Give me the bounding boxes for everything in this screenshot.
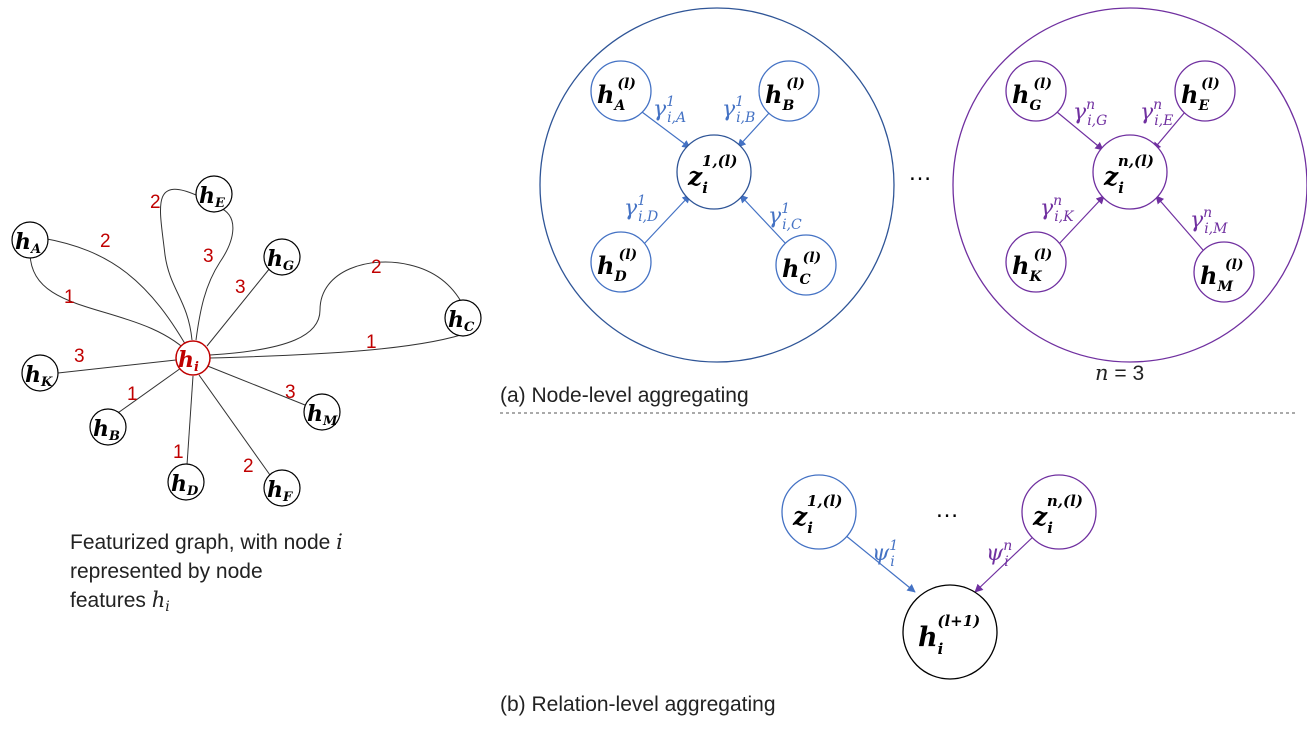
svg-text:hK(l): hK(l) [1012,247,1052,285]
graph-caption-line1: Featurized graph, with node i [70,530,343,554]
weight-G: 3 [235,277,246,298]
graph-node-K: hK [21,354,59,392]
n-value-label: n = 3 [1095,361,1144,385]
weight-M: 3 [285,382,296,403]
svg-text:zi1,(l): zi1,(l) [792,492,842,537]
edge-F [198,374,271,476]
rel1-node-D: hD(l) [590,231,652,293]
edge-B [114,367,182,416]
svg-text:hG: hG [267,246,294,274]
weight-A-lower: 1 [64,287,75,308]
weight-A-upper: 2 [100,231,111,252]
rel1-weight-D: γ1 i,D [624,193,658,225]
rel1-weight-B: γ1 i,B [722,94,755,126]
graph-node-F: hF [263,469,301,507]
graph-node-D: hD [167,463,205,501]
edge-K [57,359,177,374]
weight-F: 2 [243,456,254,477]
relation-1-group: hA(l) hB(l) hD(l) hC(l) zi1,(l) γ1 i,A γ1… [539,7,895,363]
graph-nodes: hA hE hG hC hK hB hM hD [11,175,482,507]
rel1-weight-C: γ1 i,C [768,201,802,233]
graph-node-G: hG [263,238,301,276]
relation-1-boundary [539,7,895,363]
svg-text:hi(l+1): hi(l+1) [918,612,980,658]
weight-E-left: 2 [150,192,161,213]
rel1-node-C: hC(l) [775,234,837,296]
rel1-node-B: hB(l) [758,60,820,122]
rel1-weight-A: γ1 i,A [653,94,686,126]
svg-text:hA: hA [15,229,41,257]
svg-text:hM: hM [307,401,338,429]
graph-caption-line2: represented by node [70,560,263,583]
panel-a-ellipsis: … [908,159,932,186]
svg-text:hi: hi [178,347,199,375]
panel-b-output-h: hi(l+1) [902,584,998,680]
weight-K: 3 [74,346,85,367]
edge-E-right [195,206,234,341]
graph-node-B: hB [89,408,127,446]
panel-b-ellipsis: … [935,496,959,523]
relation-n-group: hG(l) hE(l) hK(l) hM(l) zin,(l) γn i,G γn… [952,7,1307,363]
reln-node-G: hG(l) [1005,60,1067,122]
weight-C-upper: 2 [371,257,382,278]
featurized-graph [29,188,471,476]
edge-G [206,267,271,347]
reln-node-E: hE(l) [1174,60,1236,122]
svg-text:hC(l): hC(l) [782,250,821,288]
reln-node-K: hK(l) [1005,231,1067,293]
relation-n-boundary [952,7,1307,363]
svg-text:hF: hF [267,477,293,505]
edge-C-upper [209,261,464,356]
reln-weight-E: γn i,E [1140,97,1173,129]
panel-b-z1: zi1,(l) [781,474,857,550]
svg-text:hM(l): hM(l) [1200,257,1244,295]
svg-text:zin,(l): zin,(l) [1103,152,1154,197]
edge-C-lower [209,331,471,359]
weight-E-right: 3 [203,246,214,267]
graph-caption-line3: features hi [70,588,170,615]
graph-node-center: hi [175,340,211,376]
panel-b-caption: (b) Relation-level aggregating [500,693,776,716]
svg-text:hE: hE [199,183,226,211]
svg-text:hB(l): hB(l) [765,76,805,114]
edge-D [186,375,194,466]
weight-C-lower: 1 [366,332,377,353]
reln-center-z: zin,(l) [1092,134,1168,210]
svg-text:hE(l): hE(l) [1181,76,1220,114]
graph-node-E: hE [195,175,233,213]
edge-A-upper [41,237,193,357]
weight-D: 1 [173,442,184,463]
panel-a-caption: (a) Node-level aggregating [500,384,749,407]
edge-A-lower [29,251,193,357]
reln-weight-K: γn i,K [1040,193,1075,225]
svg-text:zi1,(l): zi1,(l) [687,152,737,197]
edge-M [204,364,306,406]
reln-weight-G: γn i,G [1073,97,1107,129]
svg-text:hG(l): hG(l) [1012,76,1052,114]
psi-1-label: ψ1 i [872,538,898,570]
graph-node-M: hM [303,393,341,431]
svg-text:hC: hC [448,307,475,335]
svg-text:hA(l): hA(l) [597,76,636,114]
weight-B: 1 [127,384,138,405]
rel1-node-A: hA(l) [590,60,652,122]
reln-node-M: hM(l) [1193,241,1255,303]
graph-node-C: hC [444,299,482,337]
reln-weight-M: γn i,M [1190,205,1228,237]
psi-n-label: ψn i [986,538,1012,570]
panel-b-zn: zin,(l) [1021,474,1097,550]
svg-text:hD: hD [171,471,199,499]
edge-E-left [160,188,197,341]
svg-text:hD(l): hD(l) [597,247,637,285]
svg-text:zin,(l): zin,(l) [1032,492,1083,537]
svg-text:hK: hK [25,362,53,390]
svg-text:hB: hB [93,416,120,444]
rel1-center-z: zi1,(l) [676,134,752,210]
graph-node-A: hA [11,221,49,259]
relation-level-group: zi1,(l) zin,(l) hi(l+1) ψ1 i ψn i … [781,474,1097,680]
